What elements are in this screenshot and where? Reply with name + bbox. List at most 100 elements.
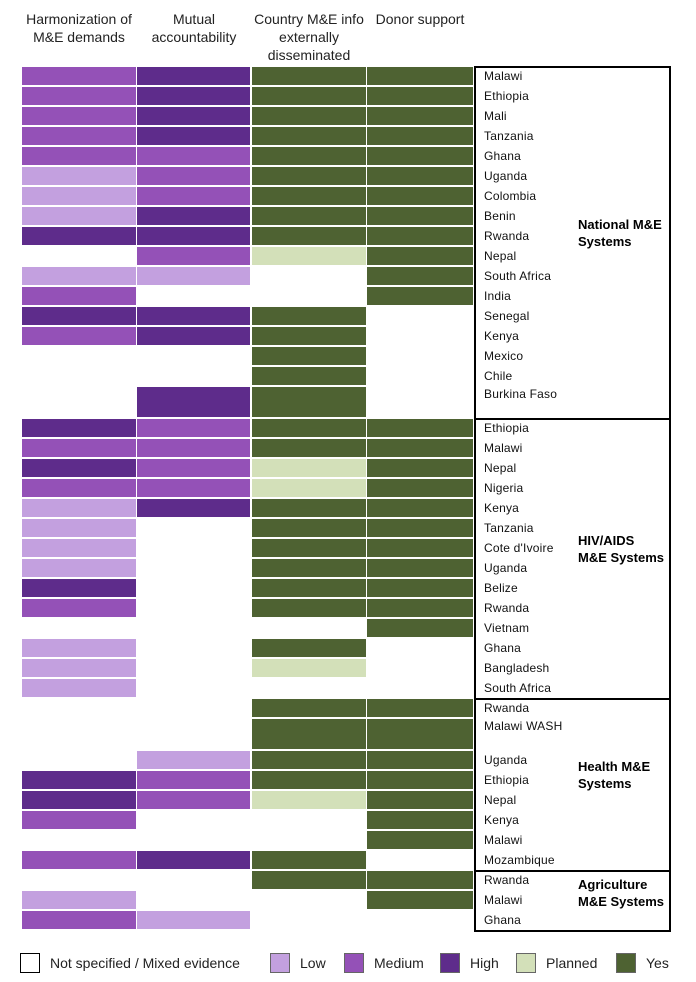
cell-yes (367, 419, 473, 437)
cell-yes (367, 559, 473, 577)
country-label: Belize (484, 581, 518, 595)
legend-label: Not specified / Mixed evidence (50, 955, 240, 971)
cell-yes (252, 419, 366, 437)
cell-yes (252, 147, 366, 165)
country-label: Nepal (484, 793, 517, 807)
country-label: Nigeria (484, 481, 524, 495)
cell-yes (367, 127, 473, 145)
country-label: Bangladesh (484, 661, 550, 675)
cell-medium (22, 851, 136, 869)
country-label: Chile (484, 369, 513, 383)
group-label: National M&E Systems (578, 217, 662, 249)
country-label: Benin (484, 209, 516, 223)
country-label: Uganda (484, 169, 528, 183)
legend-swatch (440, 953, 460, 973)
cell-yes (252, 499, 366, 517)
cell-yes (367, 719, 473, 749)
cell-high (22, 791, 136, 809)
cell-planned (252, 659, 366, 677)
legend-item-high: High (440, 951, 499, 975)
cell-yes (367, 67, 473, 85)
country-label: Uganda (484, 753, 528, 767)
cell-medium (22, 811, 136, 829)
cell-medium (137, 419, 250, 437)
legend-label: High (470, 955, 499, 971)
cell-yes (367, 499, 473, 517)
cell-yes (252, 519, 366, 537)
cell-planned (252, 479, 366, 497)
cell-medium (137, 247, 250, 265)
cell-high (137, 87, 250, 105)
country-label: Uganda (484, 561, 528, 575)
country-label: India (484, 289, 512, 303)
country-label: Malawi (484, 833, 523, 847)
group-label: HIV/AIDS M&E Systems (578, 533, 664, 565)
header-harmonization: Harmonization of M&E demands (26, 11, 132, 45)
legend-swatch (516, 953, 536, 973)
country-label: Malawi (484, 893, 523, 907)
cell-yes (252, 127, 366, 145)
cell-yes (367, 187, 473, 205)
cell-medium (22, 439, 136, 457)
country-label: Rwanda (484, 701, 530, 715)
cell-medium (137, 479, 250, 497)
cell-medium (22, 911, 136, 929)
cell-low (22, 891, 136, 909)
country-label: Nepal (484, 461, 517, 475)
cell-yes (367, 147, 473, 165)
cell-medium (22, 327, 136, 345)
cell-yes (252, 719, 366, 749)
cell-yes (252, 871, 366, 889)
cell-yes (367, 87, 473, 105)
cell-high (137, 327, 250, 345)
cell-high (137, 227, 250, 245)
country-label: Ethiopia (484, 773, 529, 787)
cell-yes (367, 539, 473, 557)
cell-yes (252, 539, 366, 557)
cell-high (137, 67, 250, 85)
cell-medium (22, 599, 136, 617)
cell-medium (22, 479, 136, 497)
cell-yes (367, 599, 473, 617)
legend-label: Low (300, 955, 326, 971)
cell-low (137, 911, 250, 929)
cell-yes (252, 67, 366, 85)
legend-item-medium: Medium (344, 951, 424, 975)
cell-yes (252, 207, 366, 225)
cell-medium (22, 67, 136, 85)
group-box (474, 870, 671, 932)
cell-yes (252, 851, 366, 869)
cell-medium (22, 147, 136, 165)
cell-yes (252, 227, 366, 245)
cell-medium (22, 127, 136, 145)
country-label: South Africa (484, 681, 552, 695)
cell-yes (367, 287, 473, 305)
legend-swatch (344, 953, 364, 973)
country-label: Rwanda (484, 873, 530, 887)
cell-planned (252, 459, 366, 477)
cell-yes (367, 459, 473, 477)
country-label: South Africa (484, 269, 552, 283)
cell-low (22, 207, 136, 225)
cell-yes (367, 791, 473, 809)
cell-medium (137, 439, 250, 457)
cell-medium (22, 87, 136, 105)
cell-yes (367, 439, 473, 457)
cell-yes (367, 207, 473, 225)
cell-yes (252, 699, 366, 717)
cell-yes (252, 87, 366, 105)
cell-yes (252, 751, 366, 769)
country-label: Rwanda (484, 229, 530, 243)
cell-high (22, 579, 136, 597)
cell-low (22, 519, 136, 537)
cell-yes (252, 599, 366, 617)
country-label: Cote d'Ivoire (484, 541, 554, 555)
legend-swatch (616, 953, 636, 973)
group-label: Health M&E Systems (578, 759, 651, 791)
header-donor-support: Donor support (375, 11, 465, 27)
country-label: Mexico (484, 349, 524, 363)
cell-yes (367, 227, 473, 245)
cell-yes (252, 559, 366, 577)
cell-high (22, 419, 136, 437)
cell-high (137, 207, 250, 225)
